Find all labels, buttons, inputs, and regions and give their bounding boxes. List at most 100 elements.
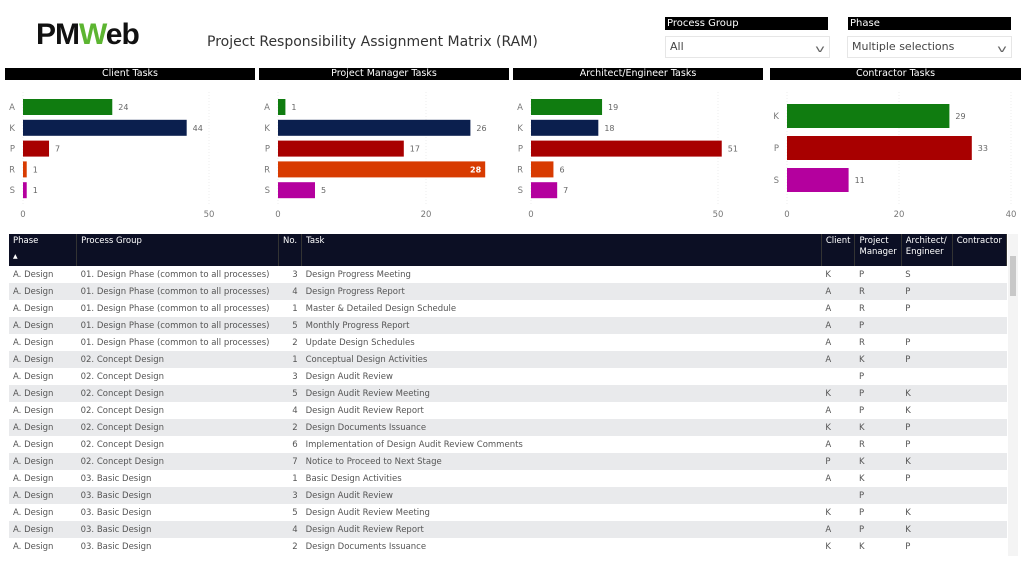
bar-A[interactable] xyxy=(278,99,286,115)
bar-P[interactable] xyxy=(23,140,50,157)
bar-A[interactable] xyxy=(531,99,603,115)
table-cell: 5 xyxy=(278,317,302,334)
table-cell: P xyxy=(901,419,953,436)
column-header[interactable]: Task xyxy=(301,234,822,266)
column-header[interactable]: Project Manager xyxy=(854,234,902,266)
category-label: S xyxy=(265,186,270,196)
table-row[interactable]: A. Design 02. Concept Design 6 Implementati… xyxy=(9,436,1007,453)
process-group-label: Process Group xyxy=(665,17,828,30)
table-row[interactable]: A. Design 02. Concept Design 4 Design Audit… xyxy=(9,402,1007,419)
bar-R[interactable] xyxy=(23,161,27,178)
table-cell: R xyxy=(854,283,902,300)
table-row[interactable]: A. Design 03. Basic Design 3 Design Audit R… xyxy=(9,487,1007,504)
category-label: R xyxy=(9,165,15,175)
data-label: 1 xyxy=(33,186,38,195)
table-cell xyxy=(901,487,953,504)
column-header[interactable]: Contractor xyxy=(952,234,1008,266)
table-cell: Design Audit Review xyxy=(301,487,822,504)
table-cell: Design Documents Issuance xyxy=(305,541,427,552)
process-group-dropdown[interactable]: All v xyxy=(665,36,830,58)
bar-P[interactable] xyxy=(531,140,722,157)
table-scrollbar[interactable] xyxy=(1008,234,1018,556)
bar-S[interactable] xyxy=(787,168,849,192)
table-row[interactable]: A. Design 02. Concept Design 5 Design Audit… xyxy=(9,385,1007,402)
table-cell: A. Design xyxy=(9,419,77,436)
column-header[interactable]: No. xyxy=(278,234,303,266)
table-row[interactable]: A. Design 01. Design Phase (common to all… xyxy=(9,266,1007,283)
table-row[interactable]: A. Design 01. Design Phase (common to all… xyxy=(9,334,1007,351)
table-cell: P xyxy=(858,507,865,518)
bar-K[interactable] xyxy=(278,119,471,136)
table-row[interactable]: A. Design 02. Concept Design 2 Design Docum… xyxy=(9,419,1007,436)
bar-K[interactable] xyxy=(23,119,187,136)
table-cell: R xyxy=(858,303,865,314)
table-cell: K xyxy=(901,385,953,402)
table-cell: A xyxy=(821,283,855,300)
category-label: A xyxy=(517,103,523,113)
bar-P[interactable] xyxy=(278,140,404,157)
table-cell: Basic Design Activities xyxy=(305,473,402,484)
table-cell: 3 xyxy=(292,371,298,382)
table-row[interactable]: A. Design 03. Basic Design 1 Basic Design A… xyxy=(9,470,1007,487)
table-row[interactable]: A. Design 03. Basic Design 4 Design Audit R… xyxy=(9,521,1007,538)
table-row[interactable]: A. Design 03. Basic Design 2 Design Documen… xyxy=(9,538,1007,555)
table-cell: K xyxy=(858,473,865,484)
table-cell: A xyxy=(821,521,855,538)
data-label: 5 xyxy=(321,186,326,195)
table-cell: A. Design xyxy=(13,541,54,552)
table-cell: P xyxy=(858,371,865,382)
bar-S[interactable] xyxy=(278,182,315,199)
table-cell: K xyxy=(854,419,902,436)
bar-S[interactable] xyxy=(23,182,27,199)
column-header[interactable]: Process Group xyxy=(76,234,279,266)
bar-S[interactable] xyxy=(531,182,558,199)
table-cell: A. Design xyxy=(13,303,54,314)
table-cell: Design Documents Issuance xyxy=(301,419,822,436)
data-label: 29 xyxy=(955,112,965,121)
table-row[interactable]: A. Design 02. Concept Design 7 Notice to Pr… xyxy=(9,453,1007,470)
column-header[interactable]: Client xyxy=(821,234,856,266)
table-cell: 03. Basic Design xyxy=(80,473,152,484)
table-cell: P xyxy=(854,521,902,538)
ram-table: Phase ▲ Process Group No. Task Client Project … xyxy=(9,234,1008,555)
tick-label: 0 xyxy=(784,210,789,220)
bar-R[interactable] xyxy=(278,161,486,178)
table-cell: 03. Basic Design xyxy=(76,487,279,504)
bar-K[interactable] xyxy=(531,119,599,136)
table-cell: 03. Basic Design xyxy=(80,507,152,518)
table-row[interactable]: A. Design 01. Design Phase (common to all… xyxy=(9,300,1007,317)
bar-K[interactable] xyxy=(787,104,950,128)
scrollbar-thumb[interactable] xyxy=(1010,256,1016,296)
table-cell: 02. Concept Design xyxy=(76,351,279,368)
table-cell: R xyxy=(858,439,865,450)
bar-R[interactable] xyxy=(531,161,554,178)
table-cell: 02. Concept Design xyxy=(80,439,165,450)
table-row[interactable]: A. Design 02. Concept Design 3 Design Audit… xyxy=(9,368,1007,385)
table-cell: Master & Detailed Design Schedule xyxy=(305,303,457,314)
table-cell: K xyxy=(825,541,831,552)
phase-dropdown[interactable]: Multiple selections v xyxy=(847,36,1012,58)
table-row[interactable]: A. Design 01. Design Phase (common to all… xyxy=(9,283,1007,300)
table-cell: P xyxy=(821,453,855,470)
tick-label: 0 xyxy=(528,210,533,220)
table-cell: A xyxy=(821,351,855,368)
table-cell: 02. Concept Design xyxy=(76,419,279,436)
contractor-tasks-header: Contractor Tasks xyxy=(770,68,1021,80)
column-header[interactable]: Architect/ Engineer xyxy=(901,234,953,266)
table-cell: K xyxy=(825,507,831,518)
table-row[interactable]: A. Design 03. Basic Design 5 Design Audit R… xyxy=(9,504,1007,521)
table-cell: Design Progress Report xyxy=(301,283,822,300)
bar-P[interactable] xyxy=(787,136,972,160)
table-row[interactable]: A. Design 01. Design Phase (common to all… xyxy=(9,317,1007,334)
column-header[interactable]: Phase ▲ xyxy=(9,234,78,266)
table-cell xyxy=(952,283,1007,300)
bar-A[interactable] xyxy=(23,99,113,115)
table-cell: K xyxy=(854,351,902,368)
table-cell: 1 xyxy=(292,303,298,314)
category-label: K xyxy=(264,124,270,134)
table-cell: A. Design xyxy=(9,453,77,470)
table-row[interactable]: A. Design 02. Concept Design 1 Conceptual D… xyxy=(9,351,1007,368)
table-cell: S xyxy=(905,269,911,280)
table-cell: A. Design xyxy=(13,371,54,382)
